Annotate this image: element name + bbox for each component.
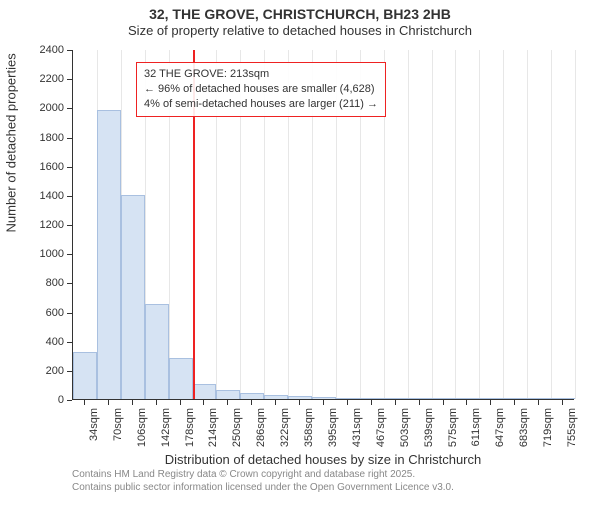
y-tick-mark — [67, 79, 72, 80]
histogram-bar — [288, 396, 312, 399]
annotation-line1: 32 THE GROVE: 213sqm — [144, 67, 378, 82]
gridline-v — [408, 50, 409, 399]
histogram-bar — [503, 398, 527, 399]
x-tick-mark — [132, 400, 133, 405]
histogram-bar — [193, 384, 217, 399]
histogram-bar — [336, 398, 360, 399]
x-tick-mark — [466, 400, 467, 405]
x-tick-mark — [514, 400, 515, 405]
y-tick-mark — [67, 400, 72, 401]
x-tick-mark — [490, 400, 491, 405]
x-tick-mark — [562, 400, 563, 405]
annotation-line3: 4% of semi-detached houses are larger (2… — [144, 97, 378, 112]
chart-title-block: 32, THE GROVE, CHRISTCHURCH, BH23 2HB Si… — [0, 6, 600, 38]
y-tick-mark — [67, 371, 72, 372]
annotation-line2: ← 96% of detached houses are smaller (4,… — [144, 82, 378, 97]
x-tick-mark — [251, 400, 252, 405]
gridline-v — [479, 50, 480, 399]
histogram-bar — [97, 110, 121, 399]
x-axis-label: Distribution of detached houses by size … — [72, 452, 574, 467]
x-tick-mark — [227, 400, 228, 405]
y-tick-label: 1000 — [0, 248, 64, 260]
x-tick-mark — [203, 400, 204, 405]
x-tick-mark — [84, 400, 85, 405]
histogram-bar — [479, 398, 503, 399]
histogram-bar — [216, 390, 240, 399]
histogram-bar — [145, 304, 169, 399]
y-tick-mark — [67, 225, 72, 226]
y-tick-mark — [67, 313, 72, 314]
y-tick-label: 800 — [0, 277, 64, 289]
y-tick-mark — [67, 108, 72, 109]
x-tick-mark — [347, 400, 348, 405]
x-tick-mark — [443, 400, 444, 405]
histogram-bar — [455, 398, 479, 399]
x-tick-mark — [180, 400, 181, 405]
y-tick-mark — [67, 138, 72, 139]
y-tick-label: 400 — [0, 336, 64, 348]
x-tick-mark — [108, 400, 109, 405]
x-tick-mark — [156, 400, 157, 405]
histogram-bar — [384, 398, 408, 399]
gridline-v — [432, 50, 433, 399]
histogram-bar — [551, 398, 575, 399]
histogram-bar — [312, 397, 336, 399]
x-tick-mark — [395, 400, 396, 405]
gridline-v — [551, 50, 552, 399]
histogram-bar — [432, 398, 456, 399]
histogram-bar — [73, 352, 97, 399]
gridline-v — [575, 50, 576, 399]
histogram-bar — [264, 395, 288, 399]
histogram-bar — [121, 195, 145, 399]
x-tick-mark — [323, 400, 324, 405]
histogram-bar — [408, 398, 432, 399]
gridline-v — [503, 50, 504, 399]
chart-container: 32, THE GROVE, CHRISTCHURCH, BH23 2HB Si… — [0, 0, 600, 500]
annotation-box: 32 THE GROVE: 213sqm ← 96% of detached h… — [136, 62, 386, 117]
x-tick-mark — [299, 400, 300, 405]
attribution-line1: Contains HM Land Registry data © Crown c… — [72, 468, 454, 481]
y-tick-label: 600 — [0, 307, 64, 319]
y-tick-mark — [67, 167, 72, 168]
chart-title-line1: 32, THE GROVE, CHRISTCHURCH, BH23 2HB — [0, 6, 600, 22]
attribution-line2: Contains public sector information licen… — [72, 481, 454, 494]
histogram-bar — [360, 398, 384, 399]
chart-title-line2: Size of property relative to detached ho… — [0, 23, 600, 38]
x-tick-mark — [371, 400, 372, 405]
y-tick-label: 200 — [0, 365, 64, 377]
y-tick-mark — [67, 254, 72, 255]
gridline-v — [455, 50, 456, 399]
gridline-v — [527, 50, 528, 399]
histogram-bar — [527, 398, 551, 399]
y-tick-mark — [67, 342, 72, 343]
x-tick-mark — [275, 400, 276, 405]
histogram-bar — [240, 393, 264, 399]
y-axis-label: Number of detached properties — [4, 215, 19, 233]
attribution-block: Contains HM Land Registry data © Crown c… — [72, 468, 454, 494]
y-tick-mark — [67, 50, 72, 51]
y-tick-label: 0 — [0, 394, 64, 406]
histogram-bar — [169, 358, 193, 399]
x-tick-mark — [538, 400, 539, 405]
x-tick-mark — [419, 400, 420, 405]
y-tick-mark — [67, 283, 72, 284]
y-tick-mark — [67, 196, 72, 197]
